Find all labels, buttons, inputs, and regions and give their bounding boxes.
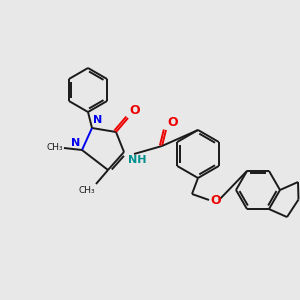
Text: CH₃: CH₃ xyxy=(46,143,63,152)
Text: CH₃: CH₃ xyxy=(78,186,95,195)
Text: O: O xyxy=(167,116,178,129)
Text: NH: NH xyxy=(128,155,146,165)
Text: N: N xyxy=(93,115,102,125)
Text: O: O xyxy=(129,104,140,117)
Text: N: N xyxy=(71,138,80,148)
Text: O: O xyxy=(210,194,220,206)
